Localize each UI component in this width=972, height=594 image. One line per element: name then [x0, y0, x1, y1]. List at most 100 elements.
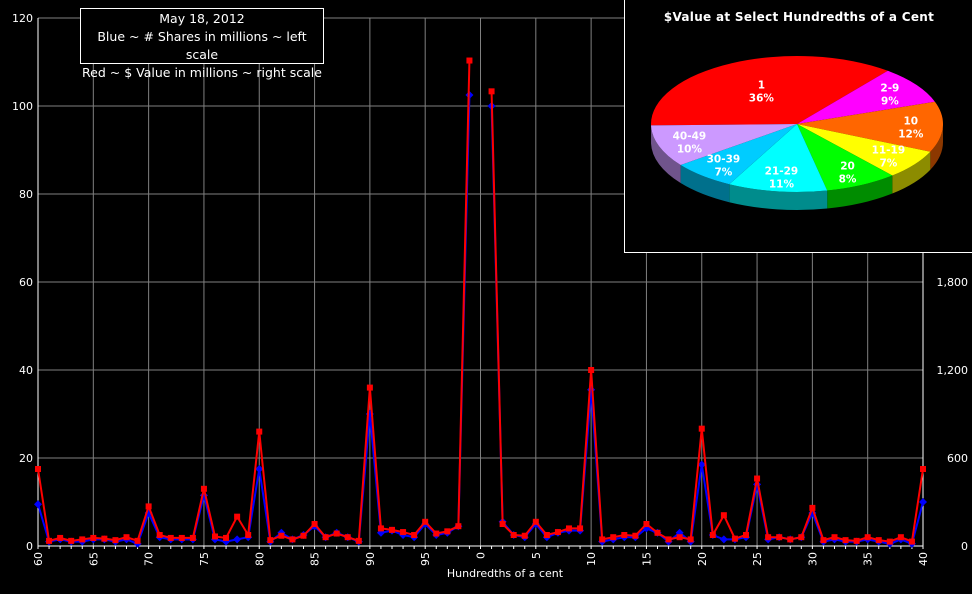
data-point-1 [278, 532, 285, 539]
data-point-1 [344, 534, 351, 541]
pie-label-name: 30-39 [707, 153, 741, 165]
data-point-1 [754, 475, 761, 482]
data-point-1 [46, 537, 53, 544]
right-axis-ticks: 0 600 1,200 1,800 [937, 276, 969, 553]
pie-label-name: 2-9 [880, 82, 899, 94]
data-point-1 [499, 521, 506, 527]
data-point-1 [377, 525, 384, 532]
data-point-1 [234, 513, 241, 520]
data-point-1 [422, 518, 429, 525]
data-point-1 [787, 536, 794, 543]
x-tick-label: 80 [253, 552, 266, 566]
data-point-1 [134, 537, 141, 544]
pie-label-percent: 9% [881, 95, 899, 107]
data-point-1 [466, 57, 473, 64]
left-tick-label: 120 [12, 12, 33, 25]
data-point-1 [920, 466, 926, 472]
pie-labels: 136%2-99%1012%11-197%208%21-2911%30-397%… [673, 79, 924, 190]
pie-slice-2 [797, 101, 943, 152]
pie-side-7 [651, 125, 681, 184]
x-tick-label: 85 [309, 552, 322, 566]
data-point-1 [178, 534, 185, 541]
data-point-1 [599, 536, 606, 543]
data-point-1 [68, 537, 75, 544]
data-point-1 [654, 529, 661, 536]
data-point-0 [697, 460, 706, 469]
data-point-1 [289, 536, 296, 543]
pie-label-percent: 12% [898, 128, 924, 140]
pie-side-4 [827, 175, 893, 209]
x-tick-label: 15 [640, 552, 653, 566]
pie-label-name: 1 [758, 79, 765, 91]
data-point-1 [444, 528, 451, 535]
data-point-1 [886, 538, 893, 545]
data-point-1 [322, 534, 329, 541]
data-point-1 [588, 367, 595, 373]
data-point-1 [145, 503, 152, 510]
data-point-1 [743, 532, 749, 538]
pie-tops [651, 56, 943, 192]
data-point-1 [554, 529, 561, 536]
data-point-0 [719, 535, 728, 544]
x-axis-label: Hundredths of a cent [447, 567, 564, 580]
data-point-0 [919, 498, 927, 506]
data-point-1 [311, 521, 318, 527]
x-tick-label: 95 [419, 552, 432, 566]
data-point-0 [233, 535, 242, 544]
x-axis-ticks: 60 65 70 75 80 85 90 95 0 5 10 15 20 25 30 35 40 [32, 552, 930, 566]
data-point-1 [532, 518, 539, 525]
left-tick-label: 40 [19, 364, 33, 377]
x-tick-label: 65 [87, 552, 100, 566]
pie-slice-6 [680, 124, 797, 185]
right-tick-label: 600 [947, 452, 968, 465]
left-tick-label: 20 [19, 452, 33, 465]
data-point-1 [809, 504, 816, 511]
data-point-1 [300, 532, 307, 539]
pie-side-6 [680, 165, 730, 203]
data-point-1 [543, 532, 550, 538]
data-point-1 [510, 532, 517, 538]
x-tick-label: 30 [806, 552, 819, 566]
data-point-1 [189, 534, 196, 541]
right-tick-label: 0 [961, 540, 968, 553]
pie-side-2 [930, 124, 943, 170]
pie-side-3 [892, 151, 931, 194]
data-point-1 [156, 532, 163, 538]
pie-slice-7 [651, 124, 797, 166]
pie-slice-5 [729, 124, 828, 192]
x-tick-label: 20 [696, 552, 709, 566]
series-line-0 [37, 94, 471, 546]
data-point-1 [864, 534, 871, 541]
left-tick-label: 100 [12, 100, 33, 113]
x-tick-label: 75 [198, 552, 211, 566]
data-point-1 [355, 537, 362, 544]
data-point-1 [820, 537, 827, 544]
pie-side-5 [729, 184, 828, 210]
legend-date: May 18, 2012 [159, 11, 245, 26]
x-tick-label: 0 [475, 552, 488, 559]
data-point-1 [101, 535, 108, 542]
data-point-1 [366, 384, 373, 391]
legend-box: May 18, 2012 Blue ~ # Shares in millions… [80, 8, 324, 80]
x-tick-label: 90 [364, 552, 377, 566]
pie-label-name: 21-29 [765, 166, 799, 178]
data-point-0 [255, 465, 264, 473]
legend-blue-series: Blue ~ # Shares in millions ~ left scale [97, 29, 307, 62]
pie-label-percent: 8% [839, 174, 857, 186]
data-point-1 [643, 521, 650, 527]
pie-label-name: 11-19 [872, 145, 906, 157]
pie-label-percent: 36% [749, 92, 775, 104]
pie-label-name: 10 [903, 115, 918, 127]
pie-label-percent: 11% [769, 179, 795, 191]
data-point-1 [720, 512, 727, 519]
pie-chart: 136%2-99%1012%11-197%208%21-2911%30-397%… [651, 56, 943, 210]
data-point-1 [610, 534, 617, 541]
data-point-1 [389, 526, 395, 533]
data-point-1 [521, 532, 528, 539]
left-tick-label: 80 [19, 188, 33, 201]
data-point-1 [853, 537, 860, 544]
data-point-1 [267, 537, 274, 544]
data-point-1 [112, 537, 119, 544]
pie-slice-3 [797, 124, 931, 176]
data-point-1 [57, 534, 64, 541]
